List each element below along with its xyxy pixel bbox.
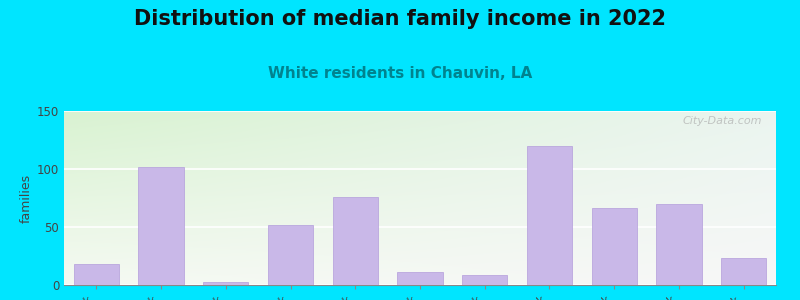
Bar (398, 272, 442, 285)
Bar (656, 204, 702, 285)
Bar (721, 258, 766, 285)
Bar (591, 208, 637, 285)
Bar (74, 264, 119, 285)
Text: City-Data.com: City-Data.com (682, 116, 762, 126)
Bar (203, 281, 249, 285)
Text: Distribution of median family income in 2022: Distribution of median family income in … (134, 9, 666, 29)
Bar (268, 225, 314, 285)
Bar (527, 146, 572, 285)
Bar (333, 197, 378, 285)
Bar (462, 274, 507, 285)
Y-axis label: families: families (20, 173, 33, 223)
Text: White residents in Chauvin, LA: White residents in Chauvin, LA (268, 66, 532, 81)
Bar (138, 167, 184, 285)
